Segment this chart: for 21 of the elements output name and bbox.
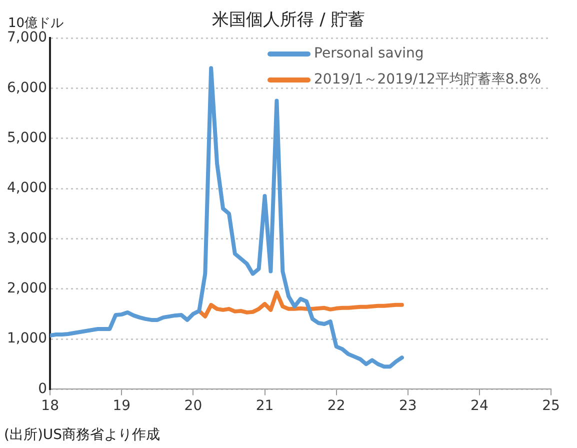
x-tick-label: 24: [470, 398, 488, 414]
x-tick-label: 25: [542, 398, 560, 414]
x-tick-label: 23: [398, 398, 417, 414]
y-tick-label: 2,000: [6, 280, 48, 296]
y-tick-label: 1,000: [6, 330, 48, 347]
x-tick-label: 20: [184, 398, 202, 414]
text: (出所)US商務省より作成: [4, 426, 160, 444]
x-tick-label: 18: [41, 398, 59, 414]
y-tick-label: 4,000: [6, 180, 48, 196]
x-tick-label: 22: [327, 398, 346, 414]
legend-label: 2019/1～2019/12平均貯蓄率8.8%: [314, 72, 542, 88]
y-tick-label: 5,000: [6, 130, 48, 146]
x-tick-label: 19: [112, 398, 131, 414]
y-tick-label: 7,000: [6, 30, 48, 46]
y-tick-label: 3,000: [6, 230, 48, 246]
legend-label: Personal saving: [314, 46, 424, 62]
y-tick-label: 0: [38, 380, 48, 397]
y-tick-label: 6,000: [6, 80, 48, 96]
chart-title: 米国個人所得 / 貯蓄: [212, 10, 365, 30]
x-tick-label: 21: [256, 398, 274, 414]
y-axis-title: 10億ドル: [8, 15, 64, 31]
